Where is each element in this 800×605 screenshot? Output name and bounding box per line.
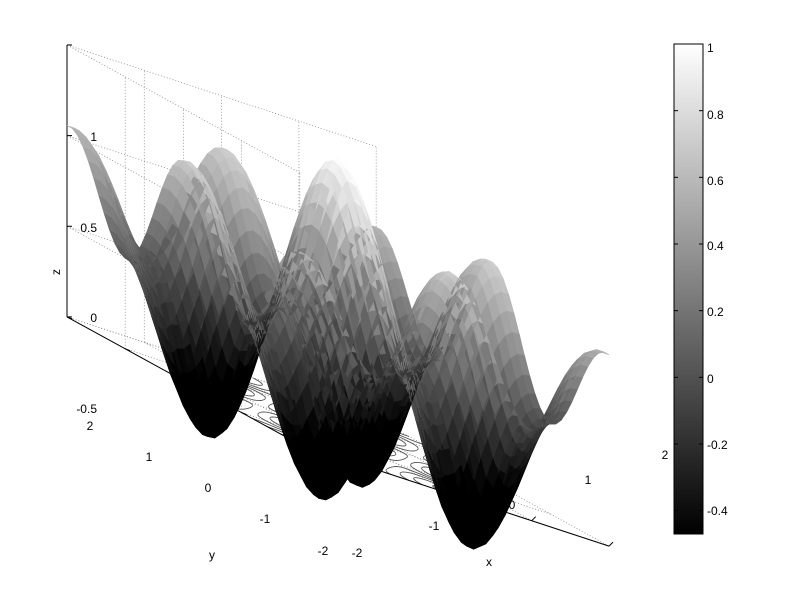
surface (66, 125, 610, 550)
tick-marks (66, 44, 614, 547)
z-tick-label: -0.5 (76, 402, 97, 416)
y-tick-mark (125, 348, 131, 352)
x-tick-label: -1 (429, 519, 440, 533)
x-tick-labels: -2 -1 0 1 2 (352, 448, 669, 560)
z-axis-label: z (49, 269, 63, 275)
y-tick-label: -2 (318, 544, 329, 558)
grid-line (66, 44, 377, 147)
y-tick-labels: -2 -1 0 1 2 (87, 419, 329, 558)
grid-line (298, 392, 532, 522)
colorbar-gradient (673, 43, 704, 535)
y-tick-mark (241, 412, 247, 416)
z-tick-label: 0 (90, 311, 97, 325)
y-axis-label: y (209, 548, 215, 562)
y-tick-label: -1 (260, 512, 271, 526)
colorbar-ticks (674, 43, 703, 512)
y-tick-mark (183, 380, 189, 384)
colorbar-tick-label: -0.2 (707, 438, 728, 452)
colorbar-tick-labels: 1 0.8 0.6 0.4 0.2 0 -0.2 -0.4 (707, 41, 728, 518)
x-tick-label: 2 (662, 448, 669, 462)
z-tick-label: 1 (90, 130, 97, 144)
colorbar-tick-label: 0 (707, 372, 714, 386)
colorbar-tick-label: -0.4 (707, 504, 728, 518)
x-tick-label: 0 (509, 498, 516, 512)
x-tick-label: -2 (352, 546, 363, 560)
y-tick-mark (299, 444, 305, 447)
x-tick-mark (299, 440, 305, 445)
y-tick-label: 2 (87, 419, 94, 433)
colorbar-tick-label: 0.8 (707, 108, 724, 122)
colorbar-tick-label: 0.6 (707, 174, 724, 188)
y-tick-label: 1 (146, 450, 153, 464)
x-tick-mark (454, 490, 459, 496)
z-tick-label: 0.5 (80, 221, 97, 235)
z-tick-labels: -0.5 0 0.5 1 (76, 130, 97, 416)
x-axis-label: x (486, 555, 492, 569)
x-tick-mark (608, 541, 614, 547)
colorbar-tick-label: 1 (707, 41, 714, 55)
surface-patch (66, 125, 80, 132)
colorbar-tick-label: 0.2 (707, 305, 724, 319)
x-tick-mark (376, 465, 382, 471)
grid-line (66, 44, 300, 173)
colorbar: 1 0.8 0.6 0.4 0.2 0 -0.2 -0.4 (673, 41, 728, 535)
x-tick-mark (531, 516, 537, 522)
x-tick-label: 1 (585, 473, 592, 487)
y-tick-label: 0 (205, 481, 212, 495)
colorbar-tick-label: 0.4 (707, 239, 724, 253)
